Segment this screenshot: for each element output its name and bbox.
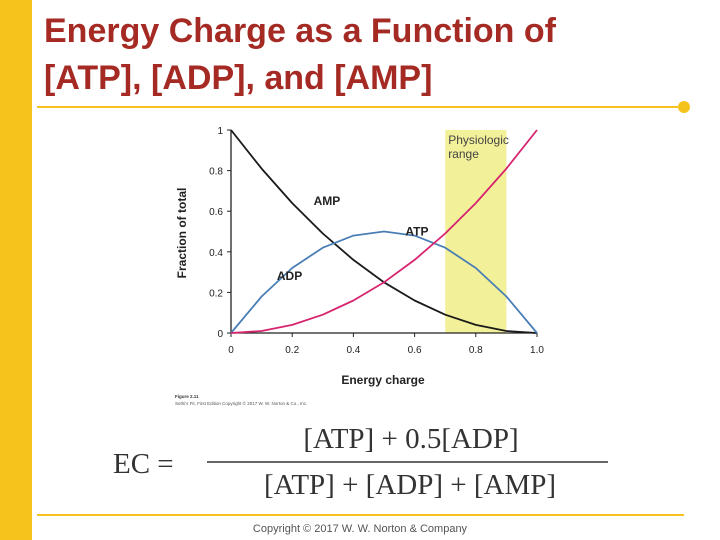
y-tick-label: 0 [217, 329, 223, 340]
x-axis-label: Energy charge [341, 373, 425, 387]
figure-caption-number: Figure 2.11 [175, 394, 199, 399]
series-label-adp: ADP [277, 269, 302, 283]
y-tick-label: 1 [217, 126, 223, 137]
y-tick-label: 0.2 [209, 288, 223, 299]
series-label-atp: ATP [405, 225, 428, 239]
left-accent-bar [0, 0, 32, 540]
x-tick-label: 0.2 [285, 345, 299, 356]
physiologic-range-band [445, 130, 507, 333]
y-tick-label: 0.8 [209, 167, 223, 178]
x-tick-label: 0.6 [408, 345, 422, 356]
y-tick-label: 0.6 [209, 207, 223, 218]
slide-title-line1: Energy Charge as a Function of [44, 12, 556, 50]
physiologic-range-label-line1: Physiologic [448, 133, 509, 147]
y-tick-label: 0.4 [209, 248, 223, 259]
x-tick-label: 0.4 [346, 345, 360, 356]
x-tick-label: 0 [228, 345, 234, 356]
equation-lhs: EC = [113, 448, 174, 480]
slide-title-line2: [ATP], [ADP], and [AMP] [44, 59, 433, 97]
equation-denominator: [ATP] + [ADP] + [AMP] [264, 469, 556, 501]
x-tick-label: 1.0 [530, 345, 544, 356]
y-axis-label: Fraction of total [175, 188, 189, 279]
copyright-text: Copyright © 2017 W. W. Norton & Company [252, 523, 468, 535]
series-line-atp [230, 129, 538, 334]
series-line-adp [230, 230, 538, 334]
figure-caption-credit: Sethi's Fit, First Edition Copyright © 2… [175, 400, 307, 406]
footer-rule [37, 514, 684, 516]
series-label-amp: AMP [314, 194, 341, 208]
slide-title: Energy Charge as a Function of [ATP], [A… [44, 8, 704, 102]
title-underline-dot [678, 101, 690, 113]
equation-numerator: [ATP] + 0.5[ADP] [303, 423, 518, 455]
x-tick-label: 0.8 [469, 345, 483, 356]
physiologic-range-label-line2: range [448, 147, 479, 161]
title-underline [37, 106, 684, 108]
